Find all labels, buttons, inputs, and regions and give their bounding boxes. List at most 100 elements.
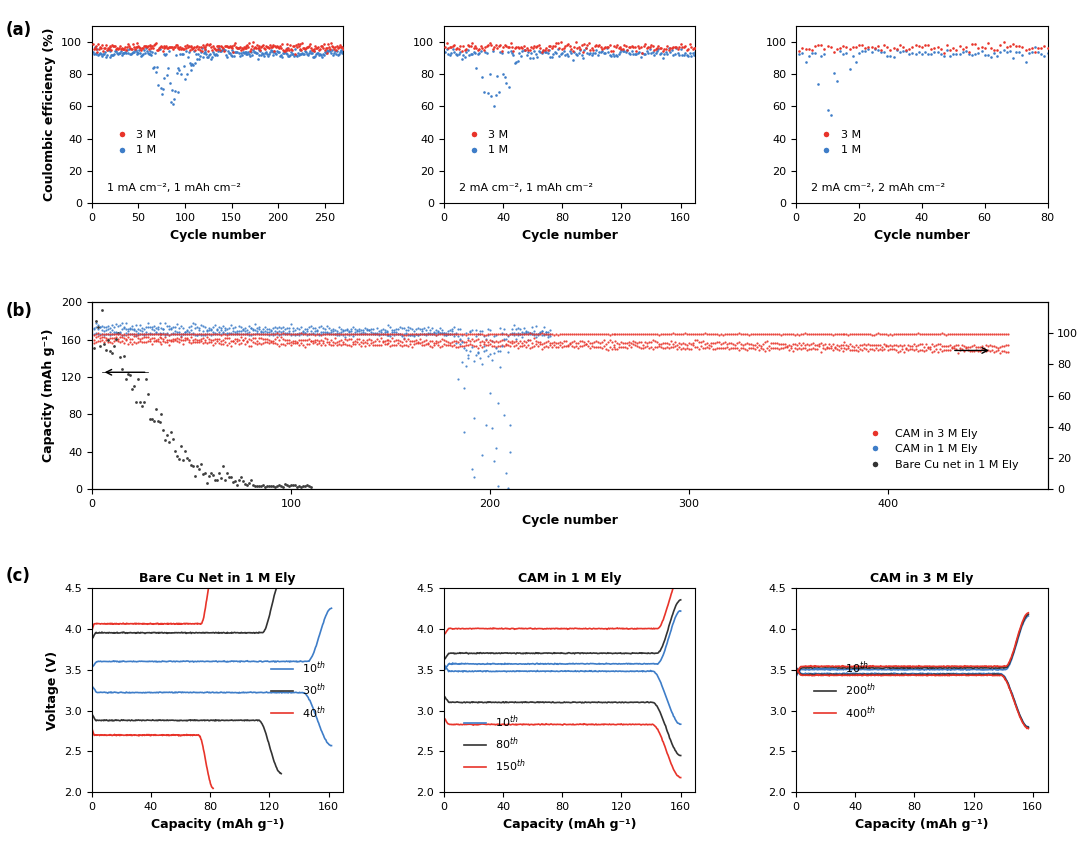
Point: [945, 47, 962, 60]
Point: [279, 327, 296, 341]
Point: [124, 45, 141, 59]
Point: [432, 326, 449, 340]
Point: [888, 327, 905, 341]
Point: [133, 335, 150, 348]
Point: [503, 334, 521, 348]
Point: [566, 40, 583, 54]
Point: [175, 327, 192, 341]
Point: [656, 47, 673, 60]
Point: [265, 335, 282, 348]
Point: [497, 332, 515, 346]
Point: [662, 45, 679, 59]
Point: [535, 44, 552, 58]
Point: [423, 327, 441, 341]
Point: [438, 43, 456, 56]
Point: [402, 328, 419, 342]
Point: [537, 336, 554, 349]
Point: [127, 45, 145, 59]
Point: [929, 45, 946, 59]
Point: [575, 45, 592, 59]
Point: [201, 336, 218, 349]
Point: [555, 334, 572, 348]
Point: [251, 337, 268, 350]
Point: [253, 324, 270, 337]
Point: [752, 327, 769, 341]
Point: [92, 46, 109, 60]
Point: [354, 334, 372, 348]
Point: [252, 44, 269, 58]
Point: [973, 327, 990, 341]
Point: [651, 41, 669, 55]
Point: [340, 327, 357, 341]
Point: [595, 340, 612, 354]
Point: [485, 330, 502, 343]
Point: [786, 328, 804, 342]
Point: [497, 466, 515, 480]
Point: [272, 321, 289, 335]
Point: [963, 345, 981, 359]
Point: [916, 344, 933, 358]
Point: [310, 329, 327, 343]
Point: [756, 327, 773, 341]
Point: [232, 320, 249, 334]
Point: [314, 327, 332, 341]
Point: [392, 320, 409, 334]
Point: [541, 327, 558, 341]
Point: [501, 326, 518, 340]
Point: [272, 325, 289, 339]
Point: [780, 338, 797, 352]
Point: [133, 43, 150, 56]
Point: [323, 37, 340, 50]
Point: [294, 327, 311, 341]
Point: [166, 320, 184, 334]
Point: [402, 320, 419, 334]
Point: [1026, 45, 1043, 59]
Point: [420, 337, 437, 350]
Point: [647, 340, 664, 354]
Point: [372, 327, 389, 341]
Point: [543, 341, 561, 354]
Point: [166, 332, 184, 346]
X-axis label: Cycle number: Cycle number: [170, 229, 266, 242]
Point: [217, 39, 234, 53]
Point: [919, 340, 936, 354]
Point: [436, 45, 454, 59]
Point: [660, 43, 677, 57]
Point: [211, 320, 228, 334]
Point: [922, 47, 940, 60]
Point: [309, 46, 326, 60]
Point: [237, 477, 254, 491]
Point: [508, 331, 525, 345]
Point: [464, 41, 482, 55]
Point: [503, 322, 521, 336]
Point: [258, 47, 275, 60]
Point: [143, 331, 160, 345]
Point: [93, 323, 110, 337]
Point: [446, 335, 463, 348]
Point: [428, 337, 445, 350]
Point: [648, 44, 665, 58]
Point: [282, 336, 299, 349]
Point: [382, 327, 400, 341]
Point: [502, 43, 519, 57]
Point: [430, 325, 447, 338]
Point: [580, 36, 597, 49]
Point: [459, 348, 476, 361]
Point: [342, 324, 360, 337]
Point: [313, 39, 330, 53]
Point: [348, 327, 365, 341]
Point: [475, 337, 492, 351]
Point: [489, 327, 507, 341]
Point: [534, 342, 551, 355]
Point: [139, 330, 157, 343]
Point: [110, 41, 127, 55]
Point: [585, 327, 603, 341]
Legend: 10$^{th}$, 200$^{th}$, 400$^{th}$: 10$^{th}$, 200$^{th}$, 400$^{th}$: [809, 655, 880, 725]
Point: [1021, 43, 1038, 56]
Point: [430, 325, 447, 339]
Point: [112, 42, 130, 55]
Point: [288, 481, 306, 494]
Point: [165, 40, 183, 54]
Point: [229, 327, 246, 341]
Point: [704, 337, 721, 350]
